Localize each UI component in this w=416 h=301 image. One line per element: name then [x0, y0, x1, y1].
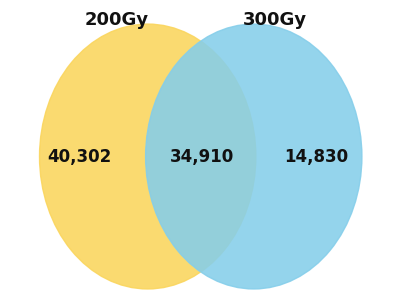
Text: 200Gy: 200Gy	[84, 11, 149, 29]
Text: 300Gy: 300Gy	[243, 11, 307, 29]
Text: 14,830: 14,830	[284, 147, 348, 166]
Ellipse shape	[146, 24, 362, 289]
Text: 40,302: 40,302	[47, 147, 111, 166]
Text: 34,910: 34,910	[170, 147, 234, 166]
Ellipse shape	[40, 24, 256, 289]
